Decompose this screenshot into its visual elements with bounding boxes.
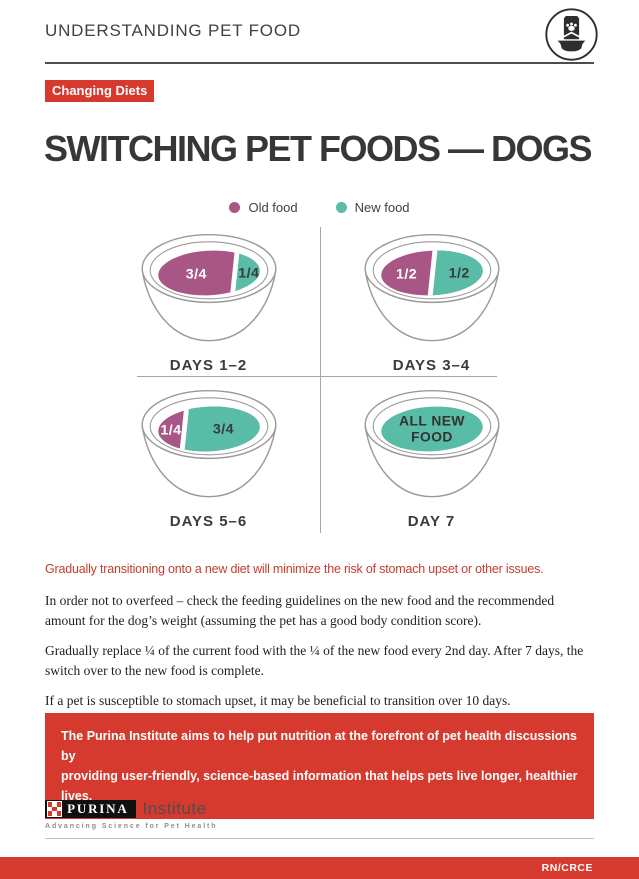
- legend-label: New food: [354, 200, 410, 215]
- brand-tagline: Advancing Science for Pet Health: [45, 823, 218, 830]
- bowl-cell: 3/4 1/4 DAYS 1–2: [97, 222, 320, 378]
- info-box: The Purina Institute aims to help put nu…: [45, 713, 594, 819]
- legend-item-new: New food: [335, 200, 410, 215]
- grid-divider-vertical: [320, 227, 321, 533]
- highlight-text: Gradually transitioning onto a new diet …: [45, 562, 544, 576]
- grid-divider-horizontal: [137, 376, 497, 377]
- bowl-label: DAY 7: [407, 513, 456, 530]
- header-divider: [45, 62, 594, 64]
- svg-text:1/2: 1/2: [448, 265, 469, 281]
- bowl-label: DAYS 5–6: [169, 513, 248, 530]
- bowl-illustration: 3/4 1/4: [140, 233, 277, 342]
- svg-text:3/4: 3/4: [185, 266, 206, 282]
- svg-text:1/4: 1/4: [238, 265, 259, 281]
- svg-text:1/4: 1/4: [160, 422, 181, 438]
- old-food-dot-icon: [229, 202, 241, 213]
- bowl-cell: 1/4 3/4 DAYS 5–6: [97, 378, 320, 534]
- brand-word: PURINA: [67, 801, 129, 816]
- page-title: SWITCHING PET FOODS — DOGS: [44, 128, 593, 169]
- paragraph: In order not to overfeed – check the fee…: [45, 593, 555, 628]
- footer-divider: [45, 838, 594, 839]
- svg-text:1/2: 1/2: [396, 266, 417, 282]
- category-badge: Changing Diets: [45, 80, 155, 102]
- paragraph: If a pet is susceptible to stomach upset…: [45, 693, 511, 709]
- svg-text:FOOD: FOOD: [411, 429, 453, 444]
- svg-text:ALL NEW: ALL NEW: [399, 413, 465, 428]
- bottom-bar: RN/CRCE: [0, 857, 639, 879]
- body-paragraphs: In order not to overfeed – check the fee…: [45, 591, 597, 722]
- brand-suffix: Institute: [142, 799, 207, 818]
- bowl-label: DAYS 1–2: [169, 357, 248, 374]
- purina-logo-box: PURINA: [45, 800, 136, 818]
- bowl-label: DAYS 3–4: [392, 357, 471, 374]
- header-title: UNDERSTANDING PET FOOD: [45, 21, 301, 40]
- legend: Old food New food: [0, 200, 639, 215]
- doc-code: RN/CRCE: [541, 862, 593, 874]
- paragraph: Gradually replace ¼ of the current food …: [45, 643, 584, 678]
- new-food-dot-icon: [335, 202, 347, 213]
- bowl-illustration: 1/2 1/2: [363, 233, 500, 342]
- legend-item-old: Old food: [229, 200, 298, 215]
- svg-text:3/4: 3/4: [212, 421, 233, 437]
- bowl-cell: ALL NEW FOOD DAY 7: [320, 378, 543, 534]
- pet-food-bag-and-bowl-icon: [543, 6, 600, 68]
- purina-institute-logo: PURINA Institute Advancing Science for P…: [45, 799, 217, 830]
- bowls-grid: 3/4 1/4 DAYS 1–2 1/2 1/2 DAYS 3–4 1/4 3/4 DAYS 5…: [97, 222, 543, 534]
- bowl-cell: 1/2 1/2 DAYS 3–4: [320, 222, 543, 378]
- legend-label: Old food: [248, 200, 298, 215]
- purina-checkerboard-icon: [47, 801, 63, 817]
- bowl-illustration: 1/4 3/4: [140, 389, 277, 498]
- info-box-text: The Purina Institute aims to help put nu…: [61, 729, 578, 803]
